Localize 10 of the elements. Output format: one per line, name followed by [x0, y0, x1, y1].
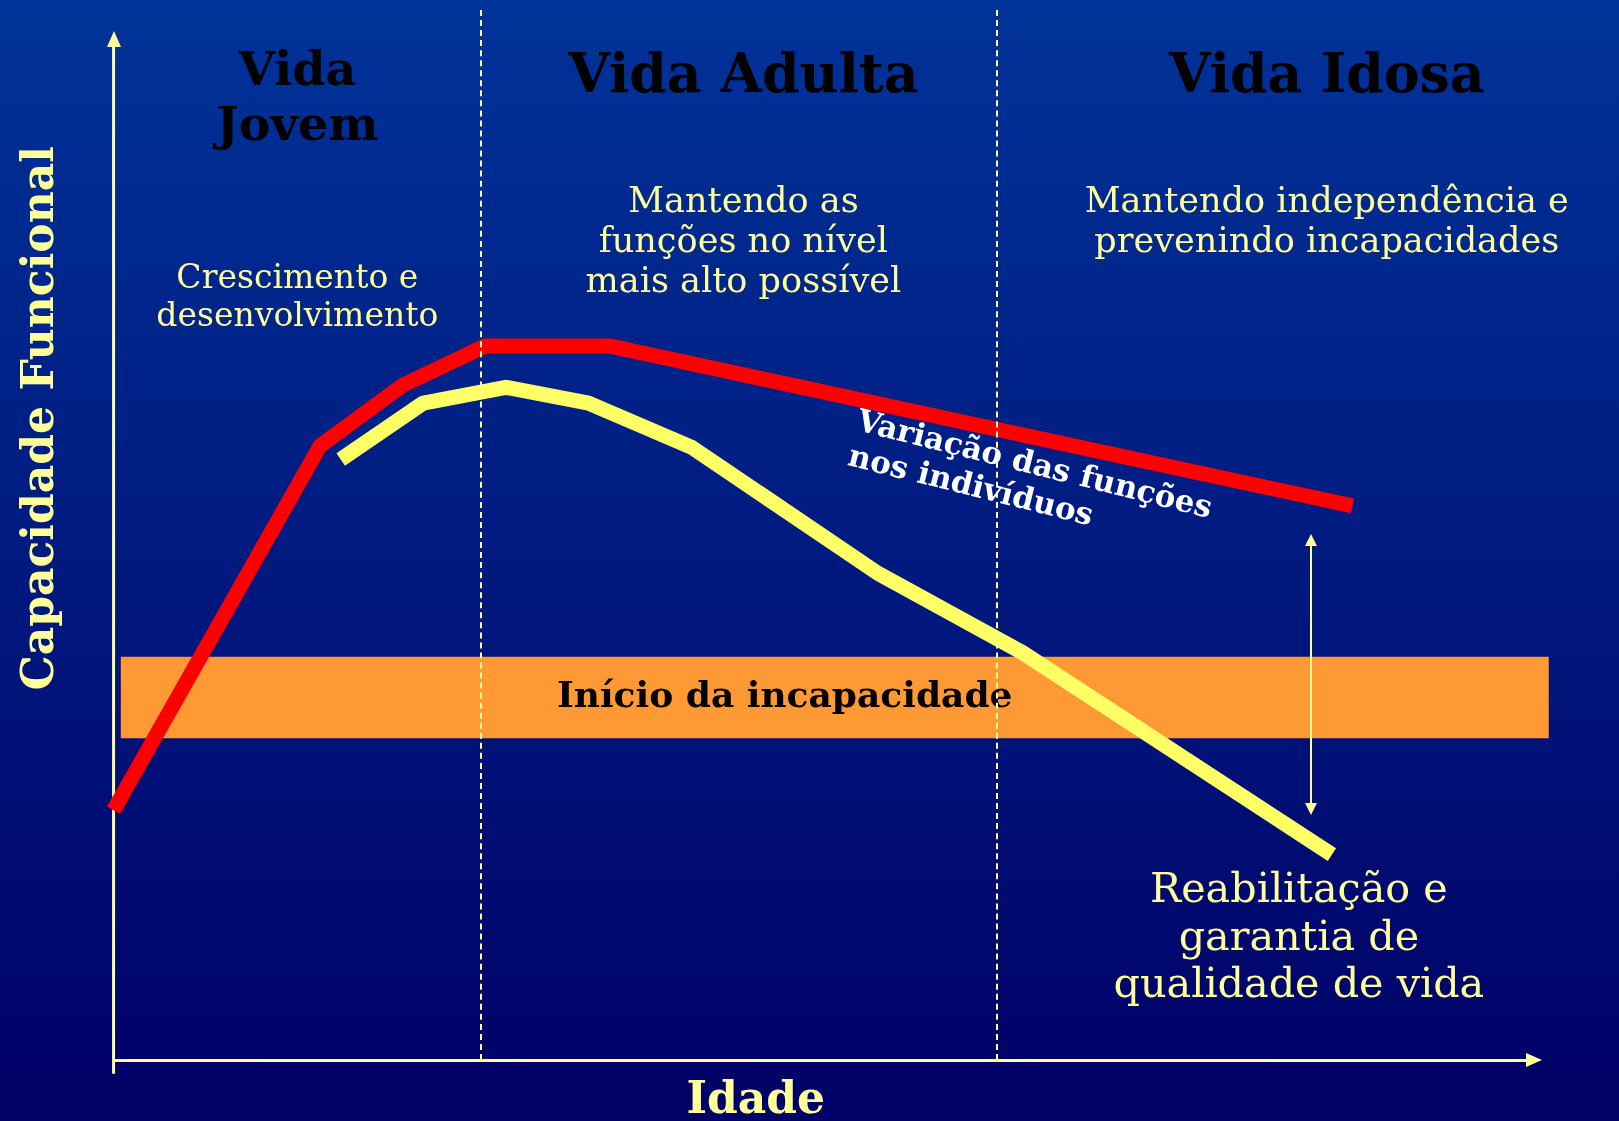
text: Vida Idosa	[1167, 42, 1486, 106]
band-label: Início da incapacidade	[556, 672, 1013, 715]
text: Mantendo independência e prevenindo incapacidades	[1083, 178, 1570, 261]
text: Vida Adulta	[567, 42, 920, 106]
text: Crescimento e desenvolvimento	[155, 257, 440, 335]
text: Mantendo as funções no nível mais alto possível	[584, 178, 903, 301]
annotation: Reabilitação e garantia de qualidade de vida	[1112, 864, 1486, 1008]
x-axis-title: Idade	[686, 1072, 826, 1121]
y-axis-title: Capacidade Funcional	[11, 146, 63, 691]
text: Vida Jovem	[211, 40, 380, 151]
